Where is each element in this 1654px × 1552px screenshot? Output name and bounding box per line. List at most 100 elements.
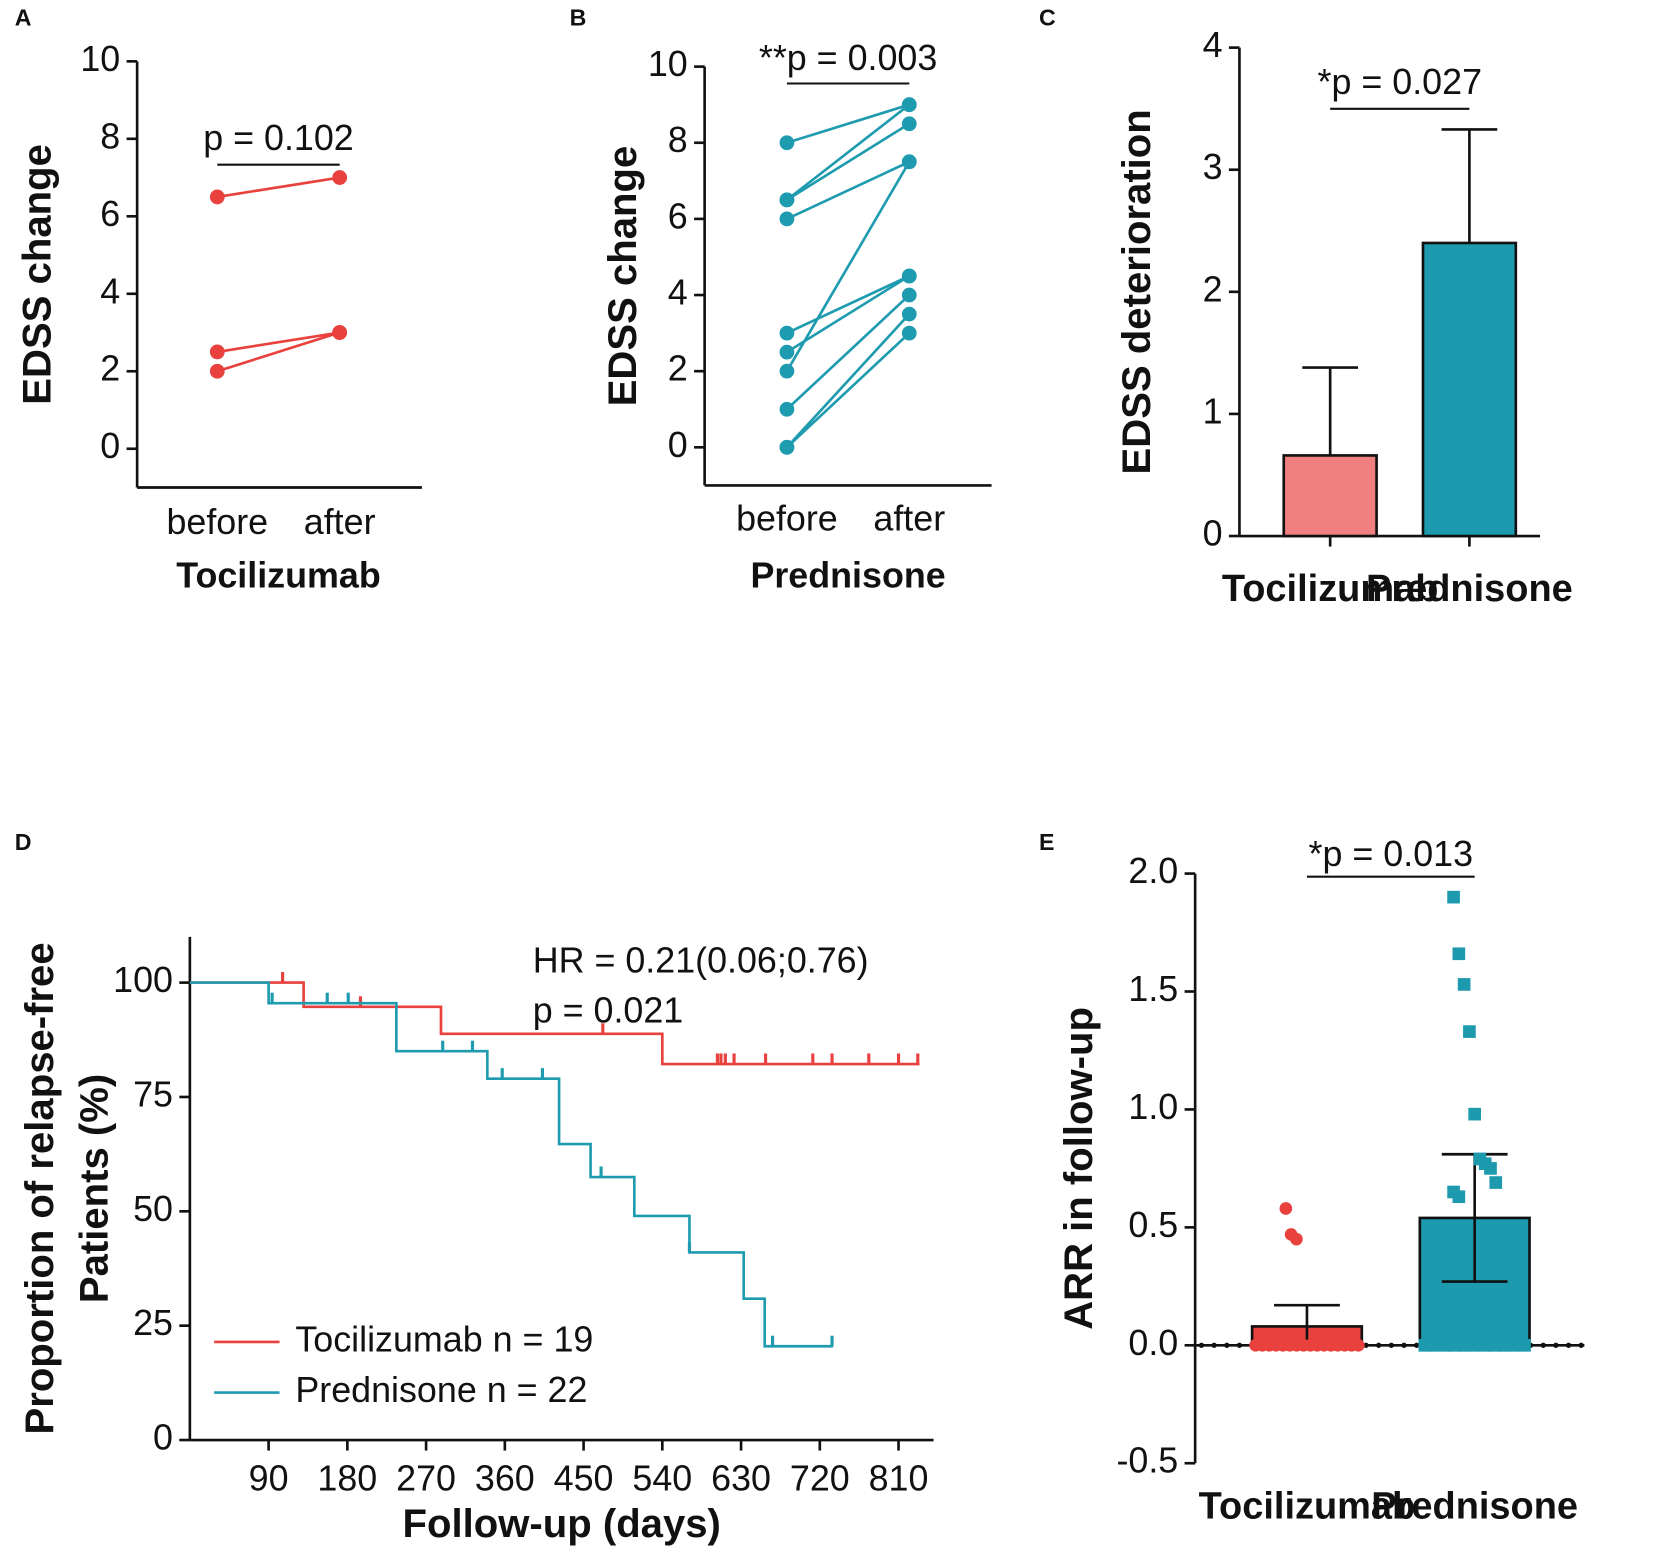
- point: [332, 325, 348, 340]
- point: [1438, 1338, 1452, 1352]
- point: [901, 287, 917, 303]
- y-axis-title: Proportion of relapse-free: [18, 942, 62, 1434]
- point: [1452, 1190, 1466, 1204]
- p-value: *p = 0.013: [1309, 834, 1474, 874]
- zero-dot: [1224, 1342, 1230, 1348]
- y-tick-label: 10: [80, 39, 120, 79]
- x-tick-label: 90: [249, 1459, 289, 1499]
- zero-dot: [1376, 1342, 1382, 1348]
- panel-letter: E: [1039, 829, 1054, 855]
- p-value: *p = 0.027: [1318, 62, 1483, 102]
- pair-line: [786, 122, 910, 201]
- point: [901, 268, 917, 284]
- error-bar: [1441, 128, 1498, 243]
- point: [1457, 978, 1471, 991]
- point: [1452, 947, 1466, 961]
- point: [1498, 1338, 1511, 1352]
- y-tick-label: 6: [668, 196, 688, 236]
- y-tick-label: 4: [100, 271, 120, 311]
- point: [1508, 1338, 1521, 1352]
- y-tick-label: 2: [668, 349, 688, 389]
- y-tick-label: 2: [100, 349, 120, 389]
- point: [1428, 1338, 1442, 1352]
- zero-dot: [1540, 1342, 1546, 1348]
- y-tick-label: 25: [133, 1303, 173, 1343]
- point: [901, 306, 917, 322]
- y-tick-label: -0.5: [1116, 1441, 1178, 1481]
- zero-dot: [1401, 1342, 1407, 1348]
- point: [779, 344, 795, 360]
- y-tick-label: 8: [100, 116, 120, 156]
- y-tick-label: 0.0: [1128, 1323, 1178, 1363]
- p-value: **p = 0.003: [759, 38, 937, 78]
- point: [779, 363, 795, 379]
- point: [779, 325, 795, 341]
- x-tick-label: 180: [317, 1459, 377, 1499]
- x-tick-label: 270: [396, 1459, 456, 1499]
- zero-dot: [1565, 1342, 1572, 1348]
- y-axis-title: ARR in follow-up: [1057, 1007, 1101, 1330]
- y-tick-label: 75: [133, 1074, 173, 1114]
- x-tick-label: Prednisone: [1371, 1486, 1578, 1528]
- annotation: p = 0.021: [533, 990, 684, 1030]
- point: [901, 116, 917, 132]
- point: [1279, 1202, 1293, 1215]
- x-axis-title: Follow-up (days): [403, 1502, 721, 1546]
- zero-dot: [1363, 1342, 1369, 1348]
- x-tick-label: before: [736, 499, 838, 539]
- y-tick-label: 6: [100, 194, 120, 234]
- x-tick-label: 450: [554, 1459, 614, 1499]
- y-tick-label: 8: [668, 120, 688, 160]
- zero-dot: [1414, 1342, 1420, 1348]
- point: [332, 170, 348, 185]
- y-axis-title: EDSS change: [601, 146, 645, 407]
- point: [1290, 1232, 1303, 1246]
- panel-letter: D: [15, 829, 32, 855]
- point: [779, 439, 795, 455]
- error-bar: [1302, 366, 1359, 456]
- point: [779, 211, 795, 227]
- x-tick-label: Tocilizumab: [1222, 568, 1439, 610]
- y-tick-label: 0: [1203, 513, 1223, 553]
- y-axis-title: EDSS change: [16, 144, 60, 405]
- point: [901, 154, 917, 170]
- point: [779, 192, 795, 208]
- point: [779, 135, 795, 151]
- point: [1458, 1338, 1472, 1352]
- survival-curve: [189, 981, 920, 1066]
- pair-line: [786, 103, 910, 145]
- y-tick-label: 2.0: [1128, 851, 1178, 891]
- point: [1463, 1025, 1476, 1038]
- zero-dot: [1553, 1342, 1559, 1348]
- x-tick-label: Prednisone: [1366, 568, 1573, 610]
- x-tick-label: Tocilizumab: [1199, 1486, 1416, 1528]
- y-tick-label: 3: [1203, 147, 1223, 187]
- x-tick-label: 630: [711, 1459, 771, 1499]
- legend-label: Prednisone n = 22: [295, 1370, 587, 1410]
- point: [901, 97, 917, 113]
- panel-letter: B: [570, 4, 587, 30]
- panel-letter: C: [1039, 4, 1056, 30]
- x-axis-title: Prednisone: [750, 556, 945, 596]
- point: [1518, 1338, 1531, 1352]
- point: [1489, 1176, 1503, 1189]
- pair-line: [786, 332, 911, 449]
- point: [1418, 1338, 1432, 1352]
- point: [1488, 1338, 1501, 1352]
- pair-line: [217, 331, 340, 354]
- bar: [1282, 454, 1378, 538]
- annotation: HR = 0.21(0.06;0.76): [533, 941, 869, 981]
- pair-line: [786, 274, 910, 354]
- y-tick-label: 1.0: [1128, 1087, 1178, 1127]
- pair-line: [786, 274, 910, 335]
- x-tick-label: 810: [869, 1459, 929, 1499]
- point: [209, 189, 225, 205]
- zero-dot: [1211, 1342, 1217, 1348]
- y-axis-title: EDSS deterioration: [1115, 109, 1159, 474]
- point: [1448, 1338, 1462, 1352]
- pair-line: [785, 161, 911, 372]
- pair-line: [785, 313, 911, 449]
- point: [1352, 1338, 1365, 1352]
- y-tick-label: 0: [153, 1417, 173, 1457]
- x-tick-label: 540: [632, 1459, 692, 1499]
